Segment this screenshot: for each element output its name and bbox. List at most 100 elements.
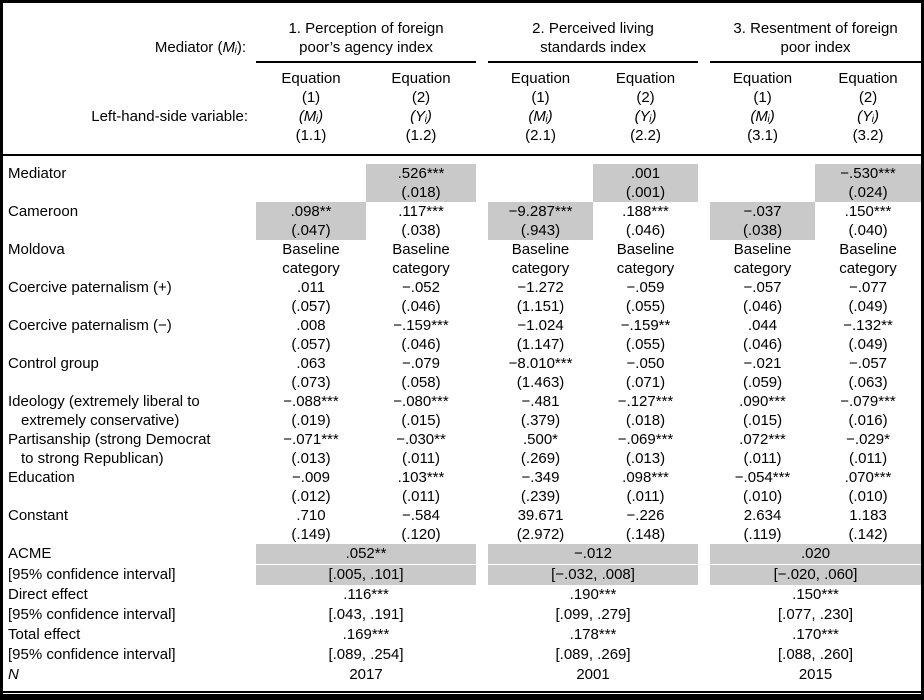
coefficient: −.132** [843,317,893,334]
coefficient: .150*** [844,203,892,220]
data-cell: −.159*** (.046) [366,316,476,354]
data-cell: −.226 (.148) [593,506,698,544]
mediator-label-colon: ): [236,39,246,56]
standard-error: (.269) [520,450,561,467]
coefficient [488,164,593,183]
group-header-row: Mediator (Mᵢ): 1. Perception of foreign p… [3,9,922,63]
data-cell: −.080*** (.015) [366,392,476,430]
coefficient: .044 [747,317,778,334]
table-row: Coercive paternalism (+) .011 (.057) −.05… [3,278,921,316]
n-value: 2001 [488,665,699,693]
data-cell: −8.010*** (1.463) [488,354,593,392]
standard-error: (.047) [291,222,331,239]
summary-label: Total effect [8,626,81,643]
standard-error: (.943) [520,222,561,239]
coefficient: −.530*** [840,165,896,182]
coefficient: −.079 [402,355,440,372]
equation-id: (1.2) [405,127,437,144]
row-label-text: Control group [8,355,99,372]
column-spacer [476,62,489,156]
row-label-text: Education [8,469,75,486]
coefficient: .098*** [622,469,669,486]
column-spacer [698,62,711,156]
n-value: 2017 [256,665,477,693]
column-spacer [476,278,489,316]
coefficient: .500* [522,431,559,448]
column-spacer [698,564,711,585]
coefficient: −.159** [620,317,671,334]
data-cell: Baseline category [815,240,921,278]
column-spacer [476,9,489,62]
equation-word: Equation [732,70,793,87]
standard-error: (.073) [291,374,331,391]
coefficient: −.029* [846,431,890,448]
data-cell: −.052 (.046) [366,278,476,316]
coefficient: .001 [630,165,661,182]
coefficient: .008 [296,317,326,334]
data-cell: Baseline category [488,240,593,278]
summary-row: Total effect .169*** .178*** .170*** [3,625,921,645]
data-cell: −.349 (.239) [488,468,593,506]
data-cell: −.057 (.063) [815,354,921,392]
row-label-text: Coercive paternalism (−) [8,317,172,334]
summary-value: [.089, .269] [555,646,631,663]
mediator-header-label: Mediator (Mᵢ): [3,9,256,62]
coefficient: −1.024 [517,317,564,334]
standard-error: (.046) [625,222,666,239]
standard-error: (.379) [520,412,561,429]
summary-value: .170*** [792,626,839,643]
standard-error: (.018) [401,184,441,201]
column-spacer [476,625,489,645]
equation-number: (2) [411,89,431,106]
row-label: Education [3,468,256,506]
summary-value: [.088, .260] [778,646,854,663]
column-spacer [698,625,711,645]
equation-id: (2.2) [630,127,661,144]
column-spacer [476,430,489,468]
data-cell: .072*** (.011) [710,430,815,468]
equation-variable: (Yᵢ) [857,108,879,125]
standard-error: (.055) [625,298,666,315]
group-title-line: standards index [540,39,646,56]
row-label: Moldova [3,240,256,278]
data-cell: −1.024 (1.147) [488,316,593,354]
equation-column-header: Equation (2) (Yᵢ) (3.2) [815,62,922,156]
summary-label: Direct effect [8,586,88,603]
data-cell: 2.634 (.119) [710,506,815,544]
coefficient: −.584 [402,507,440,524]
equation-variable: (Mᵢ) [528,108,553,125]
data-cell [488,164,593,202]
standard-error: (.057) [291,298,331,315]
coefficient: −.057 [849,355,888,372]
group-title-line: poor index [780,39,851,56]
group-header-2: 2. Perceived living standards index [488,9,699,63]
coefficient: −.050 [626,355,665,372]
standard-error: (.046) [401,336,441,353]
data-cell: −.127*** (.018) [593,392,698,430]
standard-error: (.046) [401,298,441,315]
data-cell: .090*** (.015) [710,392,815,430]
n-value: 2015 [710,665,922,693]
coefficient: Baseline [282,241,340,258]
summary-value: .052** [256,544,477,565]
column-spacer [476,316,489,354]
table-row: Control group .063 (.073) −.079 (.058) −8.… [3,354,921,392]
summary-value: [−.032, .008] [488,564,699,585]
coefficient: −.059 [626,279,665,296]
row-label: Constant [3,506,256,544]
standard-error: (.063) [848,374,888,391]
coefficient: −.071*** [283,431,339,448]
standard-error: (.119) [743,526,782,543]
column-spacer [698,278,711,316]
summary-row: [95% confidence interval] [.005, .101] [… [3,564,922,585]
coefficient: 39.671 [517,507,564,524]
standard-error: (.046) [742,336,783,353]
summary-value: .178*** [569,626,617,643]
data-cell: −.069*** (.013) [593,430,698,468]
standard-error: (.038) [401,222,441,239]
equation-number: (1) [753,89,772,106]
row-label-text: extremely conservative) [21,412,180,429]
standard-error: category [839,260,897,277]
summary-value: .150*** [792,586,839,603]
